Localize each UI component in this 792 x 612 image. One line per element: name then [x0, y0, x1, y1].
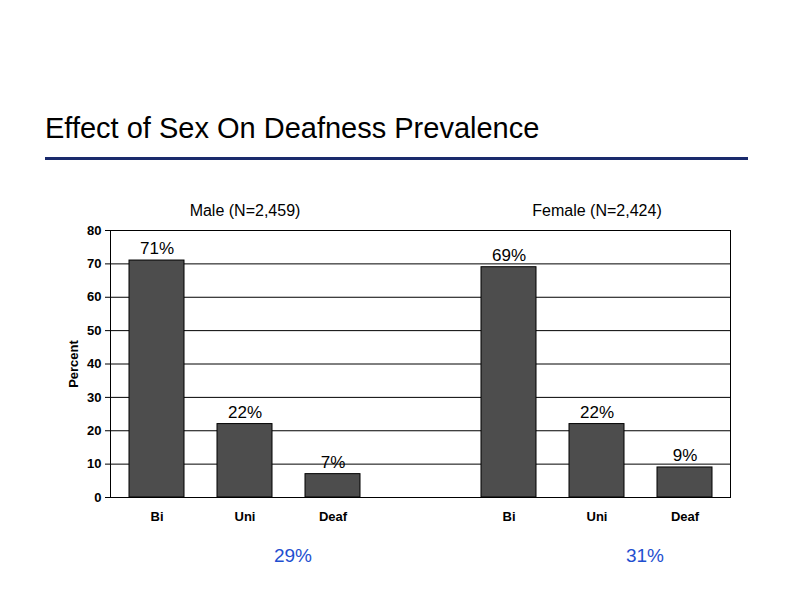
- svg-text:9%: 9%: [673, 446, 698, 465]
- svg-text:7%: 7%: [321, 453, 346, 472]
- svg-text:29%: 29%: [274, 545, 312, 566]
- svg-text:Deaf: Deaf: [319, 509, 348, 524]
- svg-text:71%: 71%: [140, 239, 174, 258]
- svg-text:Percent: Percent: [66, 339, 81, 387]
- svg-text:Deaf: Deaf: [671, 509, 700, 524]
- svg-text:22%: 22%: [580, 403, 614, 422]
- html-text:Effect of Sex On Deafness Prev: Effect of Sex On Deafness Prevalence: [45, 112, 540, 144]
- svg-text:40: 40: [87, 356, 101, 371]
- svg-text:60: 60: [87, 289, 101, 304]
- svg-text:69%: 69%: [492, 246, 526, 265]
- svg-text:50: 50: [87, 323, 101, 338]
- svg-text:Male (N=2,459): Male (N=2,459): [190, 202, 301, 219]
- svg-text:80: 80: [87, 223, 101, 238]
- svg-text:30: 30: [87, 390, 101, 405]
- svg-text:Uni: Uni: [587, 509, 608, 524]
- svg-text:10: 10: [87, 456, 101, 471]
- svg-text:22%: 22%: [228, 403, 262, 422]
- svg-text:20: 20: [87, 423, 101, 438]
- svg-text:70: 70: [87, 256, 101, 271]
- svg-text:Uni: Uni: [235, 509, 256, 524]
- svg-text:31%: 31%: [626, 545, 664, 566]
- svg-text:Female (N=2,424): Female (N=2,424): [532, 202, 661, 219]
- svg-text:0: 0: [94, 490, 101, 505]
- svg-text:Bi: Bi: [151, 509, 164, 524]
- svg-text:Bi: Bi: [503, 509, 516, 524]
